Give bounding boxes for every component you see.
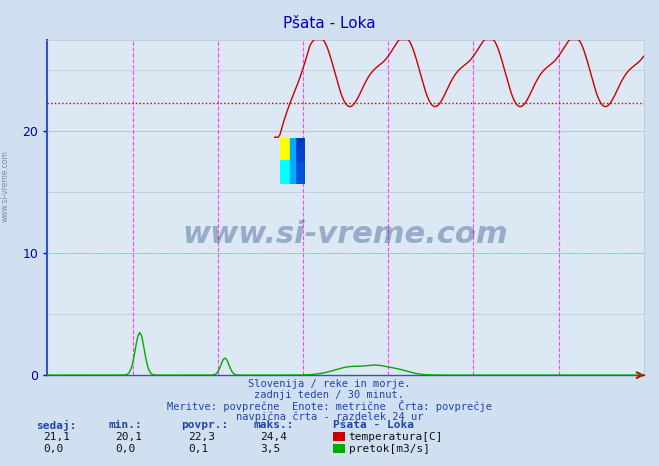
Text: 22,3: 22,3 bbox=[188, 432, 215, 442]
Text: pretok[m3/s]: pretok[m3/s] bbox=[349, 444, 430, 454]
Text: navpična črta - razdelek 24 ur: navpična črta - razdelek 24 ur bbox=[236, 411, 423, 422]
Text: temperatura[C]: temperatura[C] bbox=[349, 432, 443, 442]
Text: www.si-vreme.com: www.si-vreme.com bbox=[1, 151, 10, 222]
Text: 24,4: 24,4 bbox=[260, 432, 287, 442]
Text: 20,1: 20,1 bbox=[115, 432, 142, 442]
Text: zadnji teden / 30 minut.: zadnji teden / 30 minut. bbox=[254, 390, 405, 400]
Text: 21,1: 21,1 bbox=[43, 432, 70, 442]
Text: sedaj:: sedaj: bbox=[36, 419, 76, 431]
Bar bbox=[280, 138, 293, 161]
Text: Slovenija / reke in morje.: Slovenija / reke in morje. bbox=[248, 379, 411, 390]
Polygon shape bbox=[290, 138, 295, 184]
Bar bbox=[293, 138, 305, 184]
Text: 3,5: 3,5 bbox=[260, 444, 281, 454]
Text: 0,1: 0,1 bbox=[188, 444, 208, 454]
Text: Pšata - Loka: Pšata - Loka bbox=[283, 16, 376, 31]
Text: povpr.:: povpr.: bbox=[181, 420, 229, 430]
Polygon shape bbox=[293, 138, 305, 161]
Text: maks.:: maks.: bbox=[254, 420, 294, 430]
Bar bbox=[280, 161, 293, 184]
Text: Meritve: povprečne  Enote: metrične  Črta: povprečje: Meritve: povprečne Enote: metrične Črta:… bbox=[167, 400, 492, 412]
Text: 0,0: 0,0 bbox=[115, 444, 136, 454]
Text: min.:: min.: bbox=[109, 420, 142, 430]
Polygon shape bbox=[293, 161, 305, 184]
Polygon shape bbox=[280, 161, 293, 184]
Text: Pšata - Loka: Pšata - Loka bbox=[333, 420, 414, 430]
Text: www.si-vreme.com: www.si-vreme.com bbox=[183, 219, 509, 249]
Text: 0,0: 0,0 bbox=[43, 444, 63, 454]
